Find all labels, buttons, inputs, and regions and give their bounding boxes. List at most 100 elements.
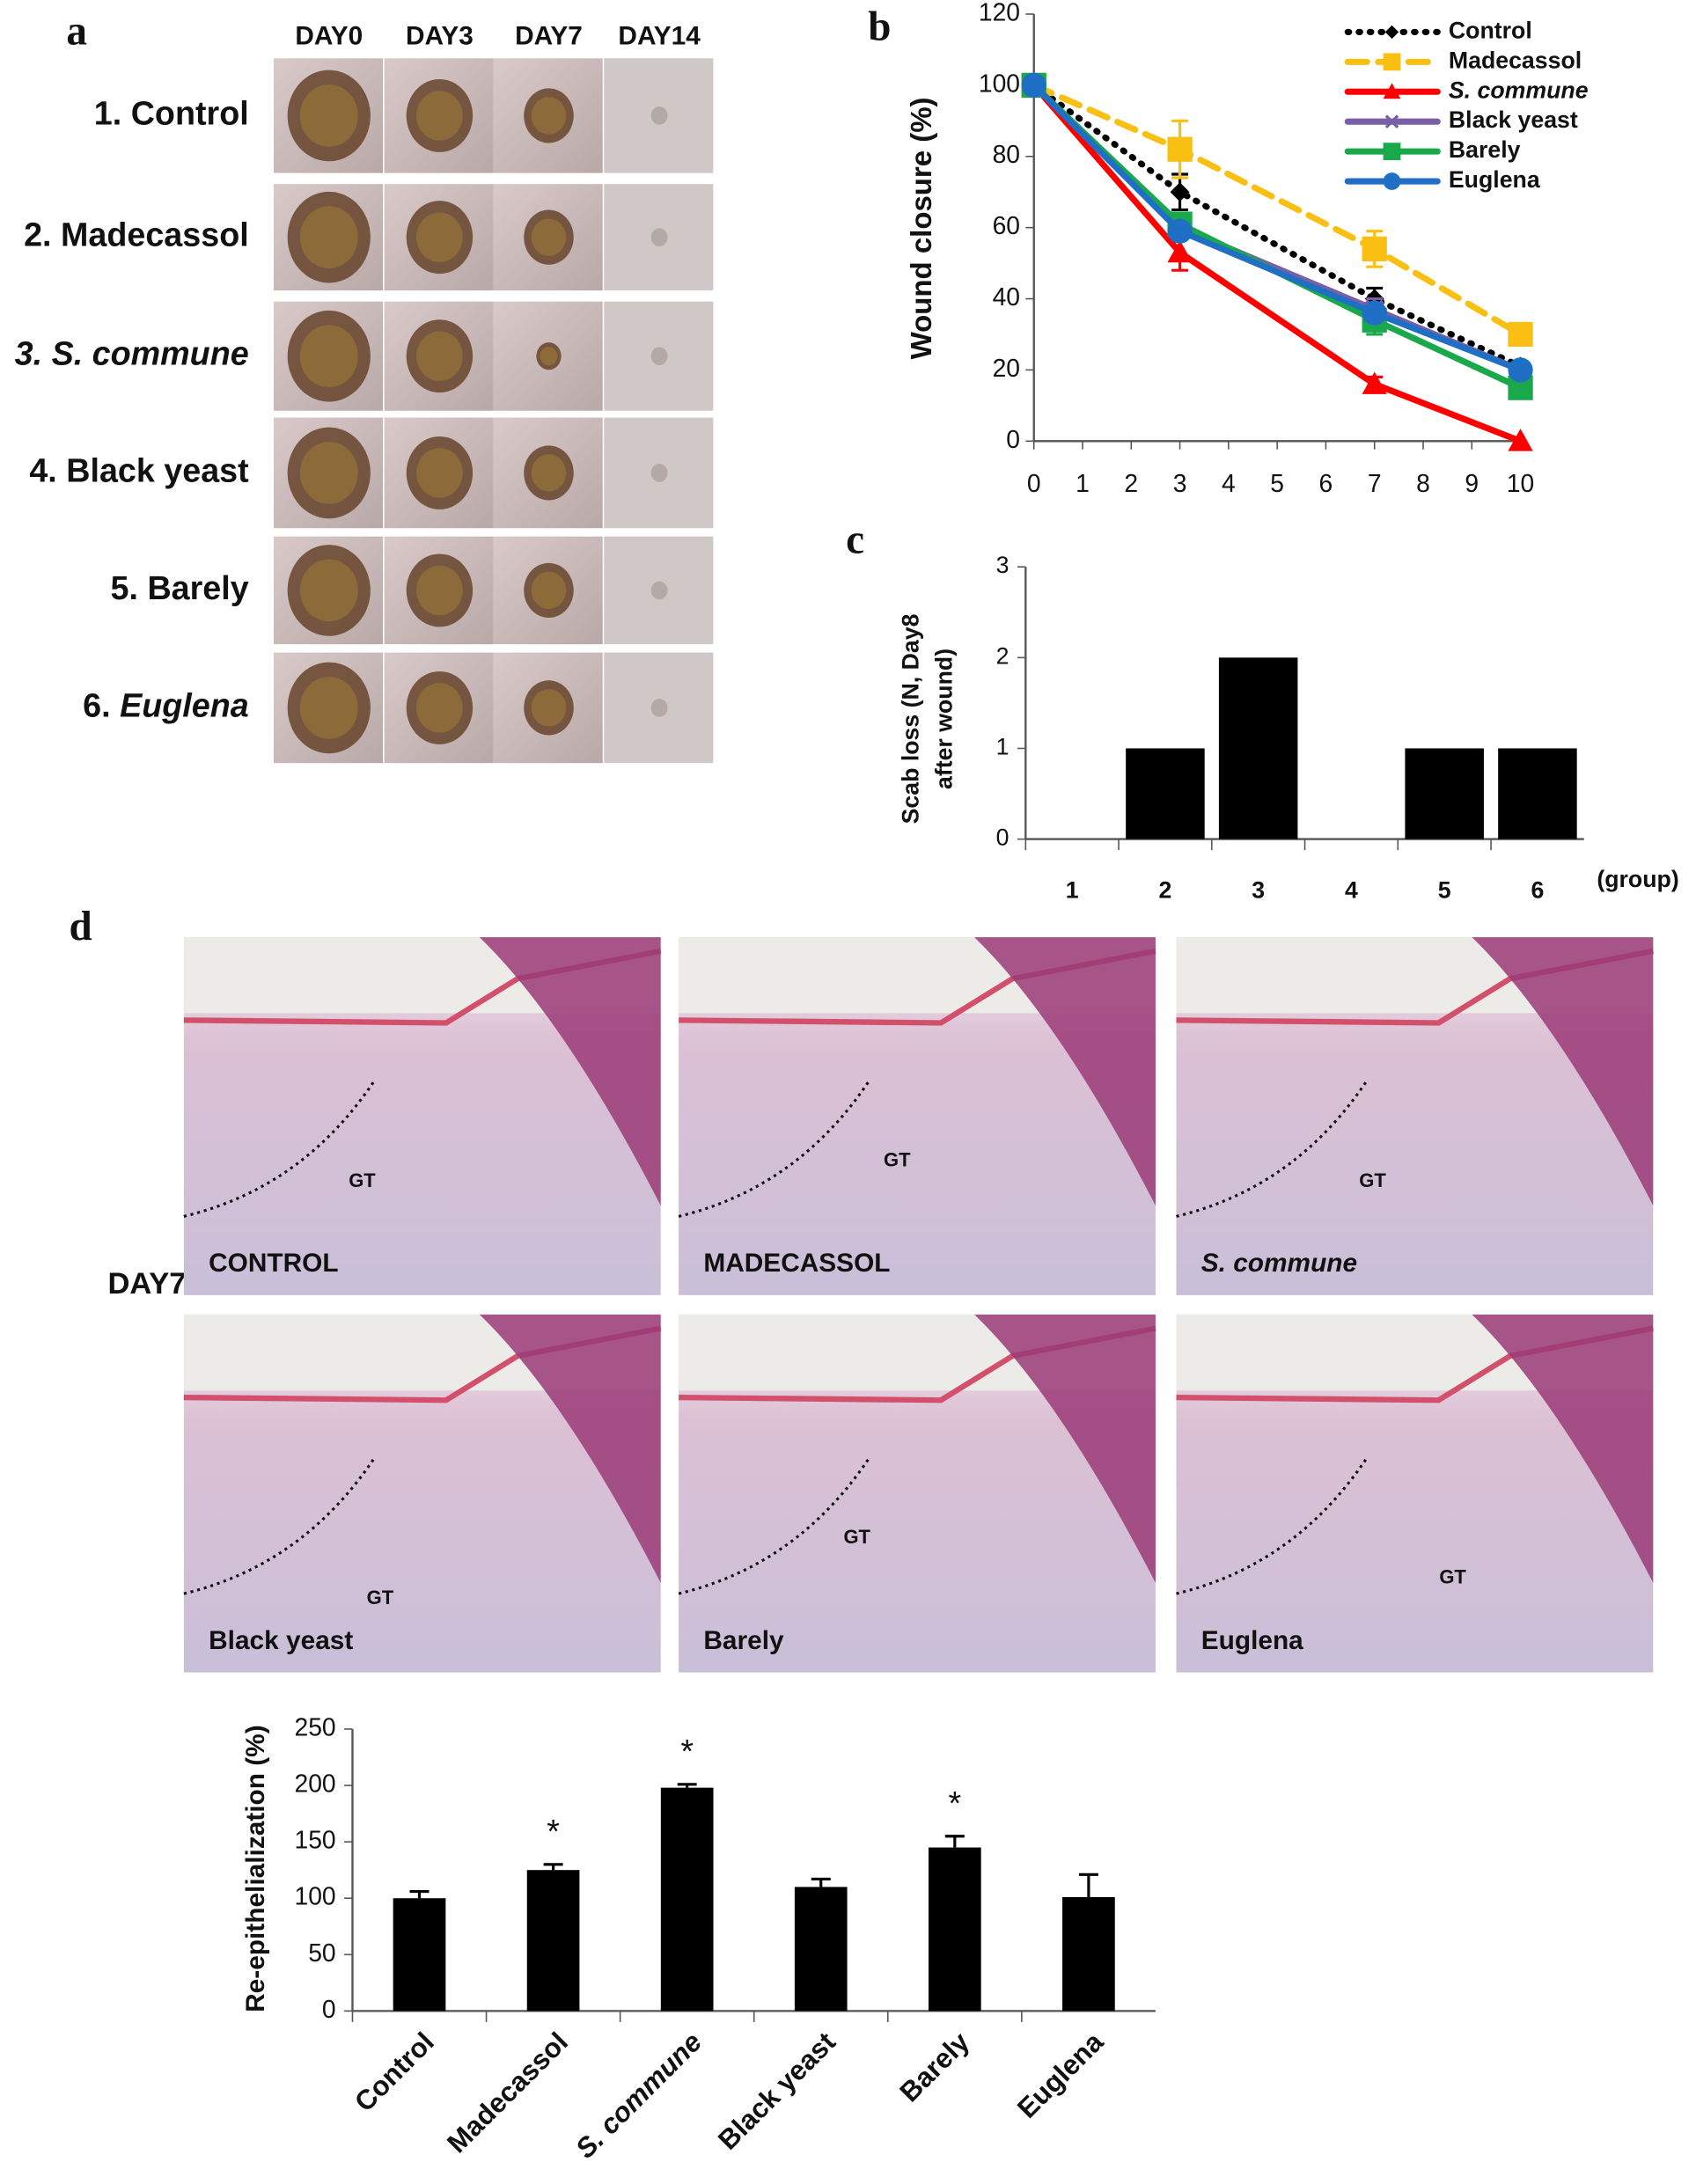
scab	[1472, 1314, 1654, 1583]
image-caption: Black yeast	[209, 1626, 353, 1655]
scab	[479, 937, 661, 1206]
error-bar	[944, 1835, 965, 1848]
error-bar	[811, 1877, 831, 1887]
marker	[1383, 172, 1401, 190]
wound	[650, 228, 668, 247]
row-label: 1. Control	[94, 94, 249, 131]
row-label: 3. S. commune	[15, 335, 249, 372]
tissue-label: GT	[1439, 1566, 1466, 1588]
bar	[928, 1847, 981, 2012]
y-tick-label: 250	[294, 1712, 335, 1741]
bar	[1498, 748, 1577, 839]
wound-center	[531, 218, 567, 256]
y-tick-label: 3	[996, 552, 1010, 578]
x-tick-label: Black yeast	[712, 2026, 841, 2155]
error-bar	[1078, 1873, 1098, 1897]
wound-margin	[1176, 1456, 1369, 1595]
x-tick-label: 6	[1319, 469, 1333, 497]
row-number: 4.	[29, 451, 56, 488]
marker	[1508, 321, 1533, 348]
bar	[393, 1898, 446, 2012]
y-tick-label: 20	[993, 354, 1020, 382]
x-tick-label: 5	[1438, 876, 1451, 903]
y-tick-label: 120	[979, 0, 1020, 26]
row-number: 5.	[111, 569, 138, 606]
x-tick-label: 3	[1173, 469, 1187, 497]
y-tick-label: 50	[308, 1938, 335, 1967]
y-tick-label: 100	[294, 1882, 335, 1910]
legend-label: Black yeast	[1449, 106, 1578, 133]
wound-center	[531, 454, 567, 492]
wound-center	[416, 683, 463, 733]
wound-center	[416, 212, 463, 262]
marker	[1167, 218, 1193, 244]
panel-label: b	[868, 4, 891, 50]
marker	[1383, 143, 1401, 161]
x-tick-label: 3	[1252, 876, 1265, 903]
wound-center	[531, 97, 567, 135]
scab	[479, 1314, 661, 1583]
y-tick-label: 150	[294, 1826, 335, 1854]
y-axis-title: Scab loss (N, Day8	[898, 613, 924, 824]
y-axis-title: Wound closure (%)	[905, 97, 937, 359]
day-label: DAY7	[107, 1267, 186, 1301]
row-label: 2. Madecassol	[24, 216, 249, 253]
x-tick-label: 2	[1124, 469, 1138, 497]
wound-margin	[183, 1079, 376, 1218]
row-name: S. commune	[52, 335, 249, 372]
y-tick-label: 0	[996, 824, 1010, 851]
panel-label: a	[66, 8, 87, 54]
significance-mark: *	[680, 1733, 694, 1770]
x-tick-label: 10	[1507, 469, 1534, 497]
marker	[1021, 72, 1046, 99]
y-tick-label: 80	[993, 140, 1020, 168]
bar	[1218, 657, 1298, 839]
y-tick-label: 0	[322, 1995, 336, 2023]
bar	[1062, 1896, 1115, 2012]
marker	[1383, 83, 1401, 99]
bar	[1126, 748, 1205, 839]
wound-center	[416, 91, 463, 141]
legend-label: S. commune	[1449, 77, 1589, 103]
scab	[1472, 937, 1654, 1206]
row-name: Control	[131, 94, 249, 131]
marker	[1384, 114, 1399, 128]
wound	[650, 464, 668, 482]
marker	[1384, 25, 1399, 40]
wound	[650, 581, 668, 600]
row-name: Barely	[147, 569, 248, 606]
bar	[794, 1887, 848, 2012]
row-number: 6.	[83, 686, 110, 723]
x-tick-label: 9	[1465, 469, 1479, 497]
legend-label: Control	[1449, 17, 1532, 43]
y-tick-label: 40	[993, 282, 1020, 311]
x-tick-label: 1	[1076, 469, 1090, 497]
y-tick-label: 100	[979, 69, 1020, 97]
y-axis-title: Re-epithelialization (%)	[241, 1725, 270, 2012]
scab	[974, 1314, 1156, 1583]
row-label: 4. Black yeast	[29, 451, 249, 488]
wound-margin	[678, 1079, 871, 1218]
y-tick-label: 60	[993, 211, 1020, 239]
image-caption: Barely	[703, 1626, 784, 1655]
row-number: 3.	[15, 335, 42, 372]
wound-center	[299, 84, 358, 147]
marker	[1362, 371, 1387, 394]
marker	[1508, 429, 1533, 451]
wound-center	[531, 689, 567, 727]
legend-label: Euglena	[1449, 166, 1541, 193]
x-tick-label: 7	[1368, 469, 1382, 497]
column-header: DAY14	[618, 22, 701, 51]
error-bar	[677, 1783, 697, 1788]
marker	[1362, 236, 1387, 262]
series-line	[1031, 82, 1524, 338]
row-label: 6. Euglena	[83, 686, 249, 723]
y-tick-label: 0	[1006, 425, 1020, 453]
x-tick-label: S. commune	[569, 2026, 708, 2165]
wound	[650, 699, 668, 717]
row-name: Black yeast	[66, 451, 249, 488]
x-tick-label: Barely	[894, 2026, 976, 2107]
row-label: 5. Barely	[111, 569, 249, 606]
y-axis-title: after wound)	[930, 649, 957, 789]
